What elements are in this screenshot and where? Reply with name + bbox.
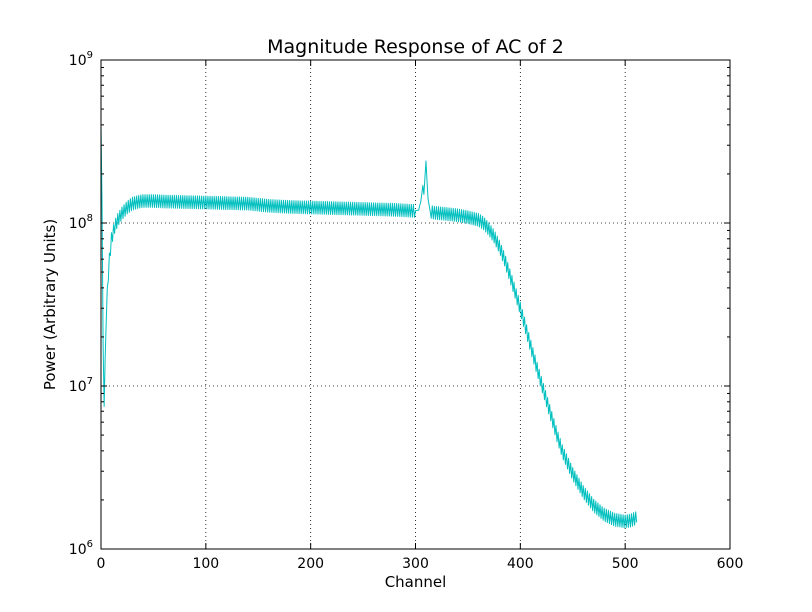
x-tick-label: 300	[402, 556, 429, 572]
x-tick-label: 100	[192, 556, 219, 572]
x-tick-label: 200	[297, 556, 324, 572]
x-tick-labels: 0 100 200 300 400 500 600	[97, 556, 744, 572]
y-tick-label: 107	[69, 376, 93, 395]
y-tick-label: 106	[69, 539, 93, 558]
x-tick-label: 0	[97, 556, 106, 572]
y-tick-label: 109	[69, 50, 93, 69]
x-tick-label: 500	[612, 556, 639, 572]
y-axis-label: Power (Arbitrary Units)	[41, 219, 59, 390]
plot-area	[100, 59, 731, 550]
y-tick-label: 108	[69, 213, 93, 232]
tick-marks	[100, 59, 731, 550]
y-tick-labels: 106 107 108 109	[69, 50, 93, 558]
x-tick-label: 600	[717, 556, 744, 572]
series-layer	[100, 124, 638, 529]
x-axis-label: Channel	[385, 573, 447, 591]
series-line	[100, 124, 638, 529]
chart-title: Magnitude Response of AC of 2	[267, 36, 564, 58]
x-tick-label: 400	[507, 556, 534, 572]
